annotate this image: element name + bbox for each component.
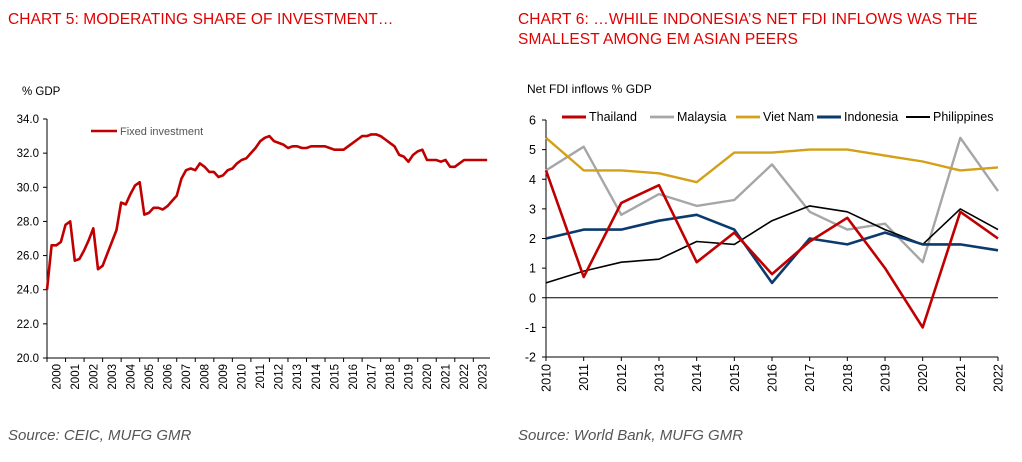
chart6-x-tick-label: 2021 — [954, 364, 968, 392]
chart5-x-tick-label: 2007 — [181, 364, 193, 390]
chart5-x-tick-label: 2004 — [125, 363, 137, 389]
chart6-y-tick-label: 4 — [529, 173, 536, 187]
chart5-x-tick-label: 2023 — [478, 364, 490, 390]
chart5-x-tick-label: 2005 — [144, 364, 156, 390]
chart5-series-fixed-investment — [45, 133, 488, 290]
chart5-x-tick-label: 2019 — [403, 364, 415, 390]
chart6-series-vietnam — [545, 136, 999, 184]
chart6-x-tick-label: 2011 — [577, 364, 591, 391]
chart5-x-tick-label: 2011 — [255, 364, 267, 389]
chart5-x-tick-label: 2014 — [311, 363, 323, 389]
chart5-x-tick-label: 2020 — [422, 364, 434, 390]
chart6-x-tick-label: 2012 — [615, 364, 629, 392]
chart5-x-tick-label: 2017 — [366, 364, 378, 390]
chart5-y-tick-label: 32.0 — [17, 148, 39, 160]
chart6-x-tick-label: 2015 — [728, 364, 742, 392]
chart5-y-tick-label: 26.0 — [17, 251, 39, 263]
chart6-x-tick-label: 2014 — [690, 364, 704, 392]
chart5-x-tick-label: 2022 — [459, 364, 471, 390]
chart5-y-tick-label: 28.0 — [17, 216, 39, 228]
chart6-y-tick-label: -2 — [525, 351, 536, 365]
chart6-x-tick-label: 2019 — [879, 364, 893, 392]
chart5-y-tick-label: 20.0 — [17, 353, 39, 365]
chart6-legend-label-vietnam: Viet Nam — [763, 110, 814, 124]
chart5-x-tick-label: 2002 — [88, 364, 100, 390]
chart6-series-malaysia — [545, 136, 999, 264]
chart6-y-tick-label: 2 — [529, 232, 536, 246]
chart6-y-axis-label: Net FDI inflows % GDP — [527, 82, 652, 96]
chart6-legend-label-thailand: Thailand — [589, 110, 637, 124]
chart5-x-tick-label: 2010 — [237, 364, 249, 390]
chart6-x-tick-label: 2010 — [540, 364, 554, 392]
chart5-y-tick-label: 34.0 — [17, 114, 39, 126]
chart5-x-tick-label: 2001 — [70, 364, 82, 390]
chart5-x-tick-label: 2000 — [51, 364, 63, 390]
chart5-x-tick-label: 2003 — [107, 364, 119, 390]
chart6-x-tick-label: 2018 — [841, 364, 855, 392]
chart5-y-tick-label: 30.0 — [17, 182, 39, 194]
chart5-y-tick-label: 24.0 — [17, 285, 39, 297]
chart6-legend-label-indonesia: Indonesia — [844, 110, 898, 124]
chart6-y-tick-label: 3 — [529, 202, 536, 216]
chart5-x-tick-label: 2013 — [292, 364, 304, 390]
chart5-legend-label: Fixed investment — [120, 126, 203, 138]
chart6-x-tick-label: 2016 — [766, 364, 780, 392]
chart5-x-tick-label: 2008 — [200, 364, 212, 390]
chart6-series-thailand — [544, 169, 999, 329]
chart5-x-tick-label: 2021 — [441, 364, 453, 390]
chart5-y-axis-label: % GDP — [22, 86, 61, 98]
chart6-title: CHART 6: …WHILE INDONESIA’S NET FDI INFL… — [518, 11, 978, 48]
chart5-x-tick-label: 2018 — [385, 364, 397, 390]
chart5-x-tick-label: 2009 — [218, 364, 230, 390]
chart6-x-tick-label: 2013 — [653, 364, 667, 392]
chart5-source: Source: CEIC, MUFG GMR — [8, 427, 192, 444]
chart6-x-tick-label: 2017 — [803, 364, 817, 392]
chart5-x-tick-label: 2015 — [329, 364, 341, 390]
chart5-x-tick-label: 2012 — [274, 364, 286, 390]
chart6-x-tick-label: 2022 — [992, 364, 1006, 392]
chart6-legend-label-malaysia: Malaysia — [677, 110, 726, 124]
chart6-y-tick-label: -1 — [525, 321, 536, 335]
chart6-series-indonesia — [545, 213, 999, 285]
chart5-title: CHART 5: MODERATING SHARE OF INVESTMENT… — [8, 11, 394, 28]
chart6-legend-label-philippines: Philippines — [933, 110, 993, 124]
chart5-y-tick-label: 22.0 — [17, 319, 39, 331]
chart6-y-tick-label: 6 — [529, 114, 536, 128]
chart6-y-tick-label: 0 — [529, 291, 536, 305]
chart6-y-tick-label: 1 — [529, 262, 536, 276]
chart6-source: Source: World Bank, MUFG GMR — [518, 427, 744, 444]
chart5-x-tick-label: 2016 — [348, 364, 360, 390]
chart6-x-tick-label: 2020 — [916, 364, 930, 392]
chart5-x-tick-label: 2006 — [162, 364, 174, 390]
chart6-y-tick-label: 5 — [529, 143, 536, 157]
